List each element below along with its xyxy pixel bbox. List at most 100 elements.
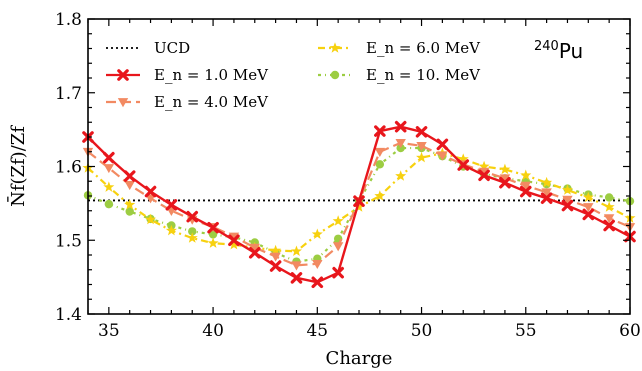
x-tick-label: 45 xyxy=(306,321,328,341)
data-point xyxy=(583,203,594,213)
data-point xyxy=(395,139,406,149)
legend-label: E_n = 4.0 MeV xyxy=(154,93,269,111)
data-point xyxy=(375,160,385,169)
legend-label: E_n = 6.0 MeV xyxy=(366,39,481,57)
series-0 xyxy=(82,120,636,289)
data-point xyxy=(207,237,219,248)
data-point xyxy=(374,125,386,137)
isotope-element: Pu xyxy=(559,39,583,63)
ticks-layer: 35 40 45 50 55 60 1.4 1.5 1.6 1.7 1.8 xyxy=(55,10,641,341)
x-tick-label: 55 xyxy=(515,321,537,341)
data-point xyxy=(290,245,302,256)
data-point xyxy=(478,160,490,172)
data-point xyxy=(603,219,615,232)
legend-label: E_n = 1.0 MeV xyxy=(154,66,269,84)
x-tick-label: 40 xyxy=(202,321,224,341)
y-axis-label: N̄f(Zf)/Zf xyxy=(6,125,29,207)
y-tick-label: 1.8 xyxy=(55,10,82,30)
data-point xyxy=(207,221,219,234)
data-point xyxy=(144,185,157,198)
data-point xyxy=(457,153,469,164)
data-point xyxy=(124,199,136,210)
legend-label: E_n = 10. MeV xyxy=(366,66,481,84)
data-point xyxy=(520,181,531,191)
data-point xyxy=(186,210,199,223)
data-point xyxy=(228,232,240,242)
data-point xyxy=(353,201,365,212)
data-point xyxy=(270,244,282,256)
data-point xyxy=(290,272,303,284)
data-point xyxy=(165,224,177,236)
data-point xyxy=(332,266,344,279)
x-tick-label: 50 xyxy=(411,321,433,341)
x-tick-label: 60 xyxy=(619,321,641,341)
data-point xyxy=(561,199,574,212)
data-point xyxy=(124,181,135,191)
data-point xyxy=(395,170,407,181)
data-point xyxy=(104,199,114,209)
legend-item: E_n = 1.0 MeV xyxy=(106,66,269,84)
data-point xyxy=(519,185,532,198)
data-point xyxy=(208,230,218,239)
data-point xyxy=(394,120,407,133)
data-point xyxy=(186,232,198,243)
data-point xyxy=(540,192,553,205)
legend-item: E_n = 10. MeV xyxy=(318,66,481,84)
data-point xyxy=(248,246,261,259)
data-point xyxy=(228,238,240,250)
data-point xyxy=(103,181,115,192)
data-point xyxy=(457,159,470,171)
x-tick-label: 35 xyxy=(98,321,120,341)
isotope-annotation: 240Pu xyxy=(534,39,583,63)
legend-label: UCD xyxy=(154,39,190,57)
data-point xyxy=(603,201,615,212)
legend-marker xyxy=(329,42,341,53)
data-point xyxy=(291,261,302,271)
data-point xyxy=(499,174,511,184)
y-tick-label: 1.6 xyxy=(55,158,82,178)
data-point xyxy=(499,176,511,189)
data-point xyxy=(332,215,344,226)
data-point xyxy=(561,184,573,195)
data-point xyxy=(165,199,178,211)
legend-item: E_n = 6.0 MeV xyxy=(318,39,481,57)
data-point xyxy=(562,195,573,205)
data-point xyxy=(188,227,197,236)
data-point xyxy=(374,190,386,201)
y-tick-label: 1.7 xyxy=(55,84,82,104)
data-point xyxy=(478,167,490,177)
data-point xyxy=(103,151,115,164)
x-axis-label: Charge xyxy=(326,348,393,369)
data-point xyxy=(604,193,614,202)
data-point xyxy=(312,259,323,270)
isotope-mass: 240 xyxy=(534,39,559,54)
series-layer xyxy=(82,120,636,289)
data-point xyxy=(436,138,449,151)
data-point xyxy=(603,214,615,224)
data-point xyxy=(478,169,490,182)
data-point xyxy=(520,169,532,181)
y-tick-label: 1.5 xyxy=(55,231,82,251)
plot-frame xyxy=(87,18,631,315)
data-point xyxy=(374,147,386,157)
data-point xyxy=(311,276,324,289)
data-point xyxy=(145,194,156,204)
legend-item: E_n = 4.0 MeV xyxy=(106,93,269,111)
data-point xyxy=(582,208,595,221)
legend-marker xyxy=(330,70,340,80)
data-point xyxy=(249,243,260,253)
legend-marker xyxy=(117,98,129,108)
data-point xyxy=(353,195,365,207)
data-point xyxy=(269,260,282,272)
data-point xyxy=(582,191,594,203)
data-point xyxy=(416,141,427,152)
data-point xyxy=(415,126,428,138)
data-point xyxy=(103,164,115,174)
data-point xyxy=(145,213,157,225)
y-tick-label: 1.4 xyxy=(55,305,82,325)
legend: UCD E_n = 1.0 MeV E_n = 4.0 MeV E_n = 6.0 M… xyxy=(106,39,481,111)
data-point xyxy=(125,207,134,216)
data-point xyxy=(332,242,344,252)
series-2 xyxy=(82,147,636,256)
